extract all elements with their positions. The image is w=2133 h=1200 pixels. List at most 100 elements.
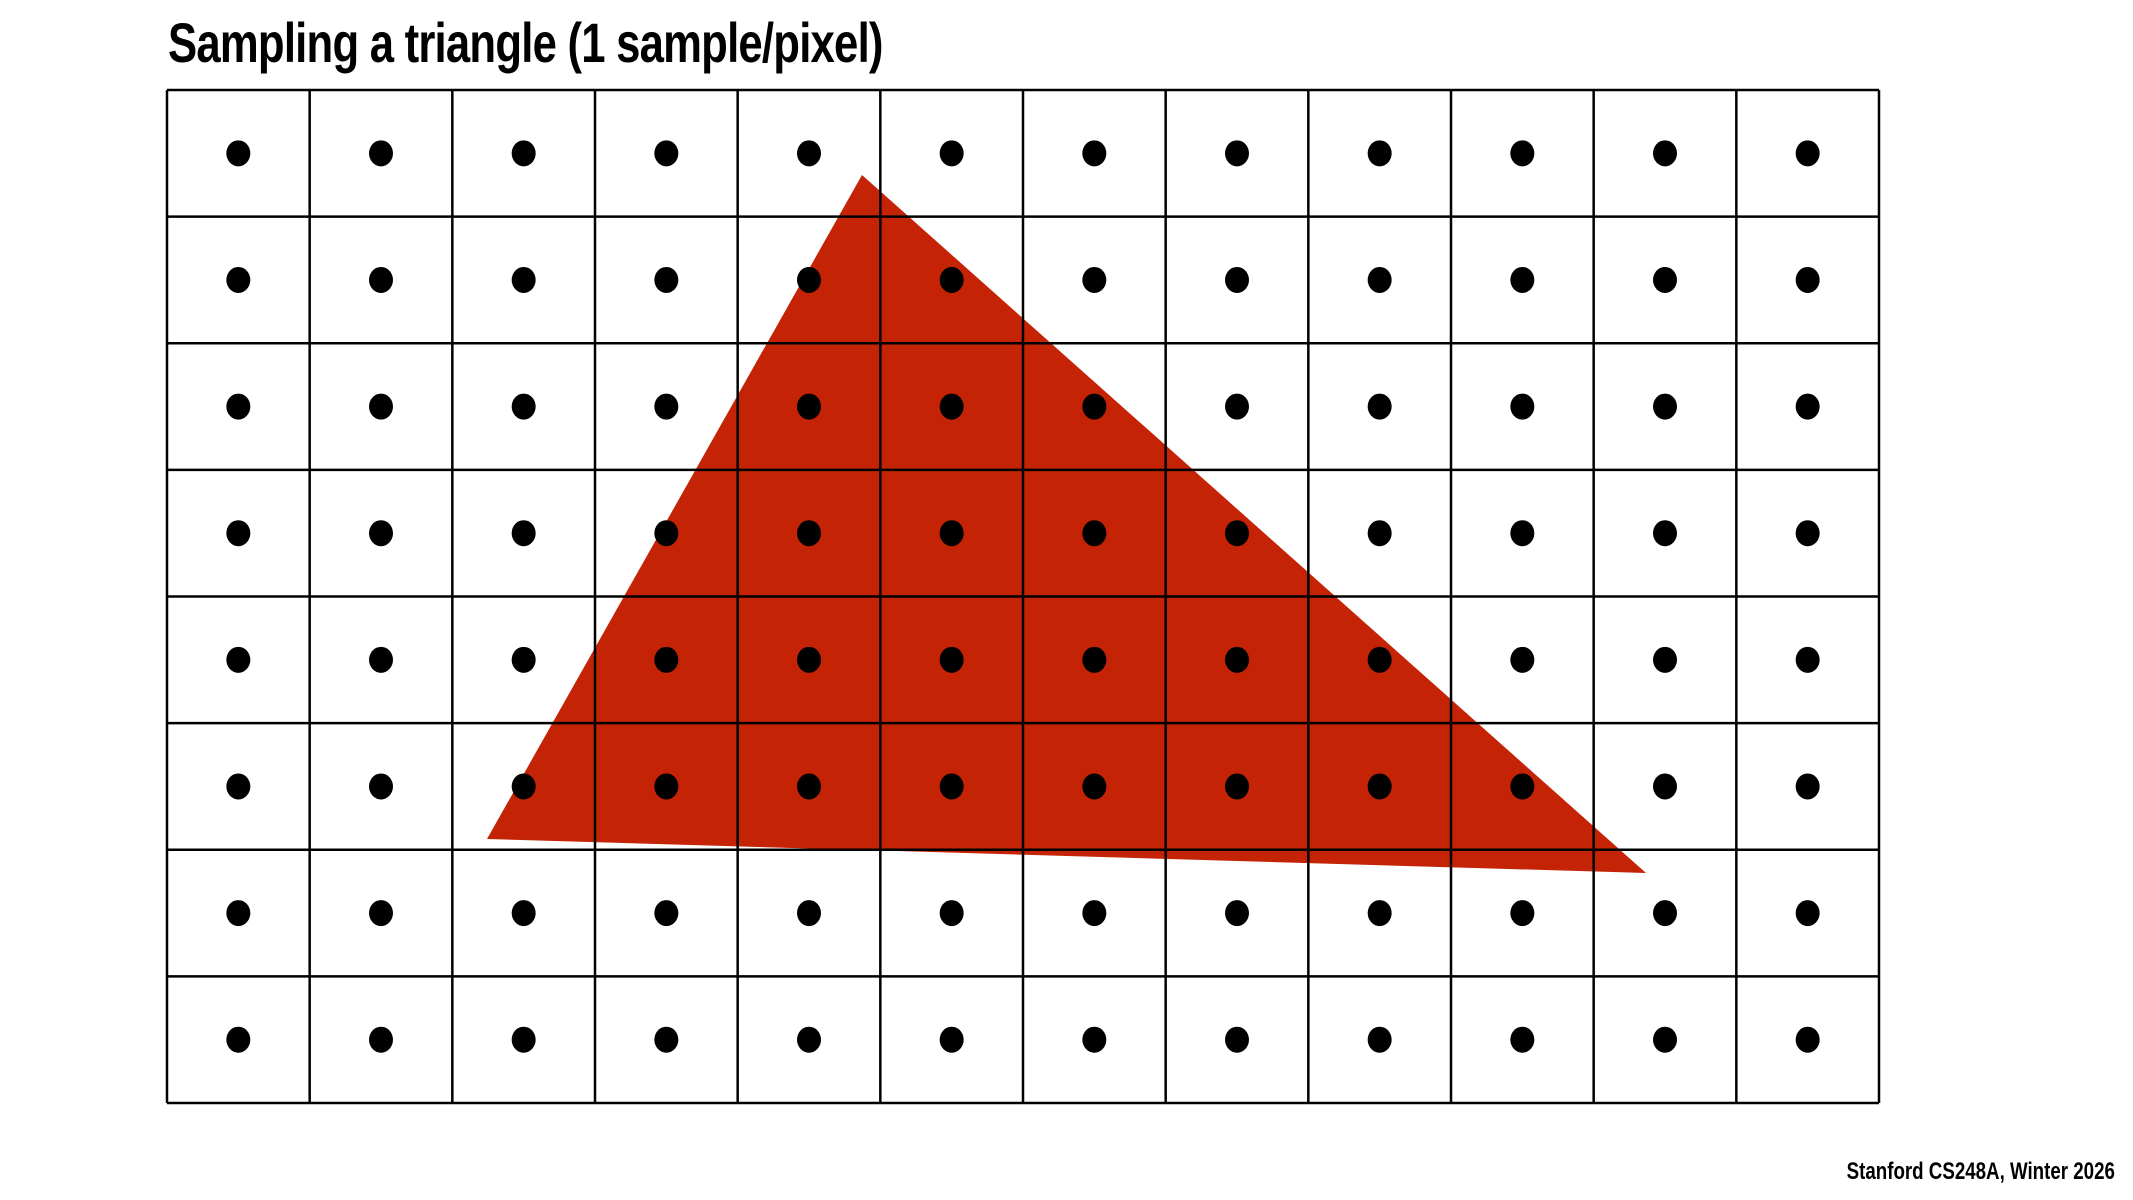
sample-point (1082, 900, 1107, 927)
sample-point (511, 266, 536, 293)
sample-point (939, 646, 964, 673)
sample-point (1653, 140, 1677, 167)
sample-point (369, 393, 393, 420)
sample-point (226, 1026, 251, 1053)
sample-point (1653, 520, 1677, 547)
sample-point (1367, 900, 1392, 927)
sample-point (1225, 646, 1249, 673)
sample-point (797, 646, 821, 673)
sample-point (1510, 1026, 1535, 1053)
sample-point (226, 266, 251, 293)
sample-point (797, 393, 821, 420)
sample-point (939, 900, 964, 927)
sample-point (654, 773, 679, 800)
sample-point (511, 140, 536, 167)
sample-point (797, 520, 821, 547)
sample-point (369, 773, 393, 800)
sample-point (226, 140, 251, 167)
sample-point (226, 520, 251, 547)
sample-point (1367, 393, 1392, 420)
sample-point (226, 393, 251, 420)
sample-point (797, 140, 821, 167)
sample-point (939, 773, 964, 800)
sample-point (1082, 140, 1107, 167)
sample-point (1082, 520, 1107, 547)
sample-point (511, 646, 536, 673)
sample-point (1082, 393, 1107, 420)
sample-point (1795, 900, 1820, 927)
sample-point (1367, 266, 1392, 293)
sample-point (1225, 393, 1249, 420)
sample-point (511, 1026, 536, 1053)
sample-point (654, 520, 679, 547)
sample-point (226, 900, 251, 927)
sample-point (654, 1026, 679, 1053)
slide-title: Sampling a triangle (1 sample/pixel) (168, 11, 883, 74)
sample-point (1653, 646, 1677, 673)
course-footer: Stanford CS248A, Winter 2026 (1846, 1158, 2115, 1185)
sample-point (226, 646, 251, 673)
sample-point (1795, 520, 1820, 547)
sample-point (1795, 1026, 1820, 1053)
sample-point (1225, 266, 1249, 293)
sample-point (1653, 266, 1677, 293)
sample-point (1082, 773, 1107, 800)
sample-point (1082, 1026, 1107, 1053)
sample-point (1510, 646, 1535, 673)
sample-point (369, 140, 393, 167)
sample-point (226, 773, 251, 800)
sample-point (369, 900, 393, 927)
sample-point (1510, 393, 1535, 420)
sample-point (1795, 140, 1820, 167)
sample-point (939, 140, 964, 167)
pixel-grid (165, 88, 1881, 1105)
sample-point (1653, 393, 1677, 420)
sample-point (1082, 266, 1107, 293)
sample-point (939, 520, 964, 547)
sample-point (511, 773, 536, 800)
sample-point (797, 1026, 821, 1053)
sample-point (1653, 773, 1677, 800)
sample-point (369, 1026, 393, 1053)
sample-point (1510, 520, 1535, 547)
sample-point (369, 266, 393, 293)
sample-points (226, 140, 1820, 1053)
sample-point (1510, 773, 1535, 800)
sample-point (1225, 520, 1249, 547)
sample-point (1225, 1026, 1249, 1053)
sample-point (1225, 900, 1249, 927)
sample-point (797, 266, 821, 293)
sample-point (369, 646, 393, 673)
sample-point (939, 266, 964, 293)
sample-point (654, 140, 679, 167)
sample-point (1795, 266, 1820, 293)
sample-point (654, 900, 679, 927)
sample-point (1367, 773, 1392, 800)
sample-point (511, 900, 536, 927)
sample-point (1367, 646, 1392, 673)
sample-point (1653, 900, 1677, 927)
sample-point (1510, 900, 1535, 927)
sample-point (369, 520, 393, 547)
sample-point (1367, 520, 1392, 547)
sample-point (1082, 646, 1107, 673)
sample-point (511, 520, 536, 547)
sample-point (1367, 1026, 1392, 1053)
sample-point (511, 393, 536, 420)
sample-point (654, 646, 679, 673)
sample-point (1367, 140, 1392, 167)
sample-point (1510, 140, 1535, 167)
sample-point (797, 773, 821, 800)
sample-point (1510, 266, 1535, 293)
sample-point (1653, 1026, 1677, 1053)
sample-point (939, 393, 964, 420)
sample-point (1795, 646, 1820, 673)
sample-point (939, 1026, 964, 1053)
sample-point (654, 266, 679, 293)
sample-point (1795, 393, 1820, 420)
sample-point (1795, 773, 1820, 800)
sample-point (654, 393, 679, 420)
sample-point (797, 900, 821, 927)
triangle (487, 175, 1646, 873)
